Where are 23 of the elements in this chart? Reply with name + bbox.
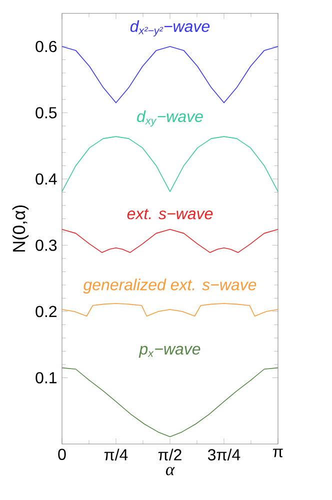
x-tick-label: 0 xyxy=(58,448,66,460)
y-tick-label: 0.3 xyxy=(36,240,57,251)
y-axis-title: N(0,α) xyxy=(12,205,29,252)
series-label: ext. s−wave xyxy=(127,208,213,220)
line-series xyxy=(62,46,278,104)
x-tick-label: π/2 xyxy=(158,448,182,460)
x-tick-label: π/4 xyxy=(104,448,128,460)
line-series xyxy=(62,303,278,317)
text: p$_{x}$−wave xyxy=(138,346,200,358)
y-tick-label: 0.6 xyxy=(36,40,57,52)
series-label: d$_{xy}$−wave xyxy=(137,110,203,127)
line-series xyxy=(62,367,278,438)
x-tick-label: π xyxy=(273,448,283,458)
line-series xyxy=(62,136,278,192)
line-series xyxy=(62,228,278,253)
y-tick-label: 0.2 xyxy=(36,306,56,318)
series-label: d$_{x²−y²}$−wave xyxy=(130,20,210,36)
y-tick-label: 0.5 xyxy=(36,107,57,118)
series-label: generalized ext. s−wave xyxy=(83,278,256,294)
y-tick-label: 0.1 xyxy=(36,372,56,384)
x-axis-title: α xyxy=(166,466,175,476)
x-tick-label: 3π/4 xyxy=(208,448,240,460)
y-tick-label: 0.4 xyxy=(36,173,57,185)
